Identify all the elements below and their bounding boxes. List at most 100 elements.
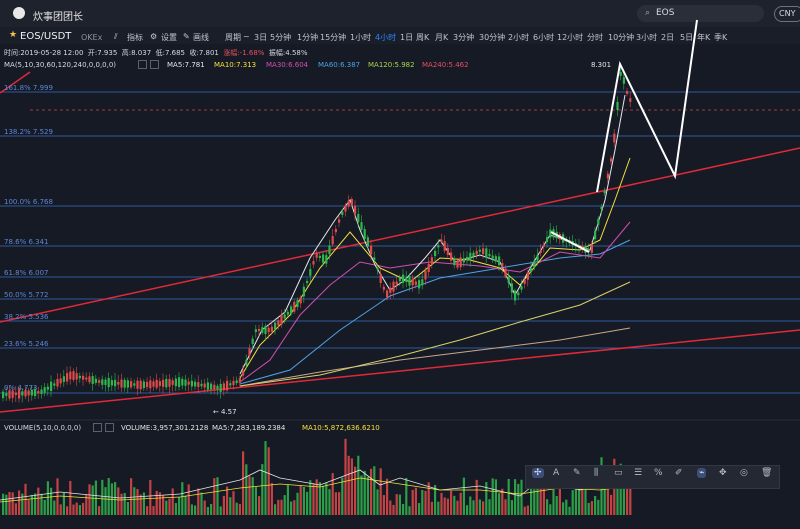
candle-body: [536, 255, 539, 261]
high-price-mark: 8.301: [591, 61, 612, 69]
currency-selector[interactable]: CNY: [774, 6, 800, 22]
drawing-button[interactable]: 画线: [193, 33, 209, 42]
ma10-line: [239, 157, 631, 379]
candle-body: [14, 392, 17, 396]
tf-3h[interactable]: 3小时: [636, 33, 658, 42]
tf-year[interactable]: 年K: [697, 33, 711, 42]
tf-1d[interactable]: 1日: [400, 33, 414, 42]
candle-body: [443, 241, 446, 251]
tf-week[interactable]: 周K: [416, 33, 430, 42]
tf-12h[interactable]: 12小时: [557, 33, 584, 42]
magnet-tool-icon[interactable]: ⌁: [697, 468, 707, 478]
volume-bar: [232, 491, 235, 515]
tf-3d[interactable]: 3日: [254, 33, 268, 42]
tf-10m[interactable]: 10分钟: [608, 33, 635, 42]
draw-icon[interactable]: ✎: [183, 32, 190, 41]
ma60-value: MA60:6.387: [318, 61, 361, 69]
rectangle-tool-icon[interactable]: ▭: [614, 468, 623, 478]
volume-bar: [344, 438, 347, 515]
tf-1h[interactable]: 1小时: [350, 33, 372, 42]
candle-body: [354, 205, 357, 215]
volume-bar: [510, 500, 513, 515]
tf-2d[interactable]: 2日: [661, 33, 675, 42]
settings-button[interactable]: 设置: [161, 33, 177, 42]
channel-tool-icon[interactable]: ⫼: [594, 468, 599, 478]
pen-tool-icon[interactable]: ✐: [675, 468, 683, 478]
volume-bar: [555, 496, 558, 515]
volume-bar: [251, 477, 254, 515]
volume-bar: [40, 493, 43, 515]
fib-tool-icon[interactable]: %: [654, 468, 663, 478]
period-arrow-icon[interactable]: ~: [243, 32, 250, 41]
tf-time[interactable]: 分时: [587, 33, 603, 42]
candle-body: [59, 378, 62, 384]
volume-bar: [338, 492, 341, 515]
search-input[interactable]: EOS: [656, 8, 675, 18]
volume-bar: [334, 492, 337, 515]
candle-body: [514, 290, 517, 301]
tf-30m[interactable]: 30分钟: [479, 33, 506, 42]
tf-2h[interactable]: 2小时: [508, 33, 530, 42]
volume-bar: [434, 484, 437, 515]
hline-tool-icon[interactable]: ☰: [634, 468, 643, 478]
ma-close-icon[interactable]: [150, 60, 159, 69]
exchange-label: OKEx: [81, 33, 103, 42]
volume-bar: [530, 485, 533, 515]
volume-bar: [130, 478, 133, 515]
period-label[interactable]: 周期: [225, 33, 241, 42]
candle-body: [322, 254, 325, 263]
volume-bar: [482, 501, 485, 515]
indicators-button[interactable]: 指标: [127, 33, 143, 42]
volume-bar: [226, 486, 229, 515]
volume-bar: [373, 466, 376, 515]
tf-6h[interactable]: 6小时: [533, 33, 555, 42]
candle-body: [277, 320, 280, 326]
crosshair-tool-icon[interactable]: ✢: [532, 468, 544, 478]
indicators-icon[interactable]: ⫽: [114, 32, 118, 41]
fib-label-1618: 161.8% 7.999: [4, 84, 53, 92]
hide-tool-icon[interactable]: ◎: [740, 468, 748, 478]
text-tool-icon[interactable]: A: [553, 468, 560, 478]
volume-bar: [8, 492, 11, 515]
candle-body: [398, 277, 401, 282]
candle-body: [94, 378, 97, 383]
tf-3m[interactable]: 3分钟: [453, 33, 475, 42]
candle-body: [232, 381, 235, 386]
brush-tool-icon[interactable]: ✎: [573, 468, 581, 478]
tf-5d[interactable]: 5日: [680, 33, 694, 42]
delete-tool-icon[interactable]: 🗑: [761, 468, 773, 478]
volume-settings-icon[interactable]: [93, 423, 102, 432]
candle-body: [190, 380, 193, 387]
tf-1m[interactable]: 1分钟: [297, 33, 319, 42]
volume-bar: [590, 501, 593, 515]
tf-15m[interactable]: 15分钟: [320, 33, 347, 42]
ma-settings-icon[interactable]: [138, 60, 147, 69]
volume-bar: [5, 494, 8, 515]
candle-body: [130, 381, 133, 388]
volume-bar: [398, 494, 401, 515]
volume-bar: [517, 483, 520, 515]
lock-tool-icon[interactable]: ✥: [719, 468, 727, 478]
candle-body: [517, 292, 520, 296]
tf-4h[interactable]: 4小时: [375, 33, 397, 42]
candle-body: [386, 290, 389, 298]
candle-body: [110, 380, 113, 386]
candle-body: [472, 252, 475, 257]
pair-symbol[interactable]: EOS/USDT: [20, 31, 72, 42]
candle-body: [101, 379, 104, 385]
tf-month[interactable]: 月K: [435, 33, 449, 42]
tf-5m[interactable]: 5分钟: [270, 33, 292, 42]
favorite-star-icon[interactable]: ★: [9, 30, 18, 40]
volume-bar: [302, 487, 305, 515]
search-box[interactable]: ⌕ EOS: [637, 5, 764, 22]
candle-body: [318, 255, 321, 258]
settings-icon[interactable]: ⚙: [150, 32, 158, 41]
ohlc-close: 收:7.801: [189, 49, 219, 57]
candle-body: [626, 91, 629, 94]
projection-path: [596, 19, 698, 193]
candle-body: [440, 239, 443, 242]
tf-season[interactable]: 季K: [714, 33, 728, 42]
candle-body: [264, 325, 267, 335]
volume-bar: [389, 500, 392, 515]
volume-close-icon[interactable]: [105, 423, 114, 432]
